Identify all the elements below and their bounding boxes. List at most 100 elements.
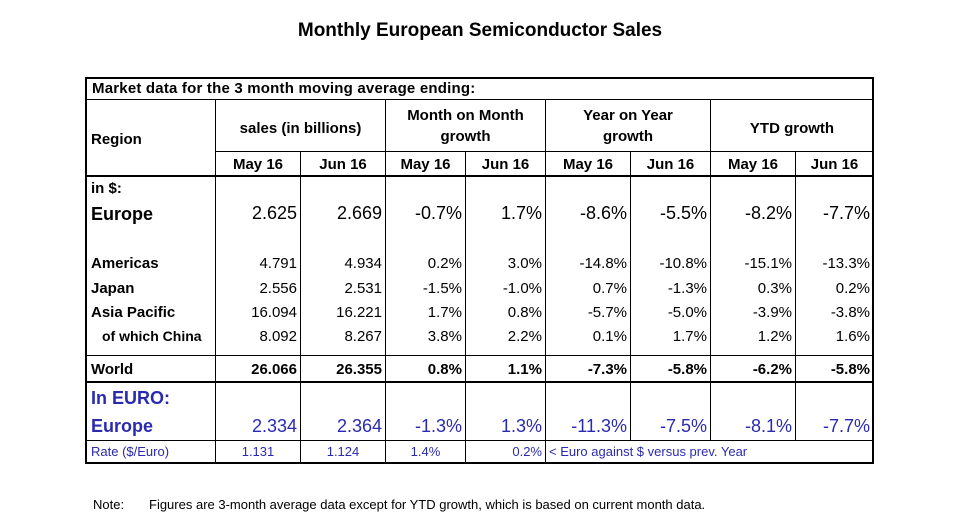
table-cell: -5.8%: [830, 361, 870, 378]
month-header: Jun 16: [481, 156, 530, 173]
col-divider: [795, 152, 796, 441]
table-cell: -13.3%: [822, 255, 870, 272]
table-cell: -5.5%: [659, 203, 707, 223]
table-cell: 8.092: [259, 328, 297, 345]
table-cell: -10.8%: [659, 255, 707, 272]
table-cell: -5.8%: [667, 361, 707, 378]
table-cell: -7.7%: [822, 416, 870, 436]
table-cell: -11.3%: [571, 416, 627, 436]
table-cell: 0.2%: [427, 255, 462, 272]
table-cell: -3.8%: [830, 304, 870, 321]
table-cell: 0.7%: [592, 280, 627, 297]
table-cell: 16.221: [336, 304, 382, 321]
ytd-header: YTD growth: [749, 120, 835, 137]
note-label: Note:: [93, 497, 125, 512]
table-cell: 4.791: [259, 255, 297, 272]
table-cell: -1.5%: [422, 280, 462, 297]
rule-above-world: [86, 355, 873, 356]
table-cell: -7.3%: [587, 361, 627, 378]
rate-comment: < Euro against $ versus prev. Year: [549, 444, 748, 459]
month-header: May 16: [400, 156, 451, 173]
table-cell: 26.355: [336, 361, 382, 378]
table-cell: 0.2%: [835, 280, 870, 297]
rule-under-market-line: [86, 99, 873, 100]
table-cell: -14.8%: [579, 255, 627, 272]
row-label-asia-pacific: Asia Pacific: [91, 304, 176, 321]
in-dollars-label: in $:: [91, 180, 122, 197]
in-euro-label: In EURO:: [91, 388, 170, 408]
table-cell: -8.2%: [744, 203, 792, 223]
table-cell: 1.4%: [410, 444, 441, 459]
table-cell: 1.7%: [672, 328, 707, 345]
page-title: Monthly European Semiconductor Sales: [297, 20, 663, 41]
table-cell: 1.6%: [835, 328, 870, 345]
mom-header: Month on Month growth: [386, 105, 545, 147]
month-header: Jun 16: [319, 156, 367, 173]
table-cell: 2.531: [344, 280, 382, 297]
table-cell: 0.1%: [592, 328, 627, 345]
table-cell: 1.7%: [500, 203, 542, 223]
table-cell: 2.625: [251, 203, 297, 223]
col-divider: [630, 152, 631, 441]
col-divider: [215, 100, 216, 463]
month-header: Jun 16: [810, 156, 859, 173]
data-table: [85, 77, 874, 464]
table-cell: -3.9%: [752, 304, 792, 321]
rule-under-world: [86, 381, 873, 383]
table-cell: -5.7%: [587, 304, 627, 321]
yoy-header-line1: Year on Year: [583, 107, 673, 124]
table-cell: 2.364: [336, 416, 382, 436]
table-cell: 0.3%: [757, 280, 792, 297]
col-divider: [710, 100, 711, 441]
table-cell: -7.5%: [659, 416, 707, 436]
row-label-europe: Europe: [91, 204, 154, 224]
sales-header: sales (in billions): [239, 120, 362, 137]
col-divider: [545, 100, 546, 463]
table-cell: -6.2%: [752, 361, 792, 378]
table-cell: 1.2%: [757, 328, 792, 345]
table-cell: -8.1%: [744, 416, 792, 436]
row-label-china: of which China: [102, 328, 202, 344]
table-cell: 8.267: [344, 328, 382, 345]
table-cell: -1.3%: [667, 280, 707, 297]
row-label-americas: Americas: [91, 255, 159, 272]
col-divider: [300, 152, 301, 463]
table-cell: 0.2%: [512, 444, 542, 459]
month-header: May 16: [232, 156, 284, 173]
table-cell: 1.131: [241, 444, 275, 459]
table-cell: 0.8%: [507, 304, 542, 321]
table-cell: -1.0%: [502, 280, 542, 297]
yoy-header: Year on Year growth: [546, 105, 710, 147]
market-data-header: Market data for the 3 month moving avera…: [92, 80, 476, 97]
month-header: Jun 16: [646, 156, 695, 173]
note-text: Figures are 3-month average data except …: [149, 497, 706, 512]
table-cell: 3.8%: [427, 328, 462, 345]
table-cell: -0.7%: [414, 203, 462, 223]
table-cell: 1.7%: [427, 304, 462, 321]
table-cell: 16.094: [251, 304, 297, 321]
table-cell: 4.934: [344, 255, 382, 272]
rate-label: Rate ($/Euro): [91, 444, 170, 459]
mom-header-line2: growth: [440, 128, 491, 145]
table-cell: -8.6%: [579, 203, 627, 223]
region-header: Region: [91, 131, 142, 148]
table-cell: -1.3%: [414, 416, 462, 436]
table-cell: 2.2%: [507, 328, 542, 345]
table-cell: 1.3%: [500, 416, 542, 436]
mom-header-line1: Month on Month: [407, 107, 524, 124]
table-cell: 26.066: [251, 361, 297, 378]
table-cell: -7.7%: [822, 203, 870, 223]
table-cell: 0.8%: [427, 361, 462, 378]
rule-under-months: [86, 175, 873, 177]
table-cell: -15.1%: [744, 255, 792, 272]
col-divider: [385, 100, 386, 463]
rule-under-group-headers: [215, 151, 873, 152]
month-header: May 16: [562, 156, 614, 173]
month-header: May 16: [727, 156, 779, 173]
table-cell: 1.124: [326, 444, 360, 459]
table-cell: 2.334: [251, 416, 297, 436]
row-label-world: World: [91, 361, 134, 378]
row-label-europe-euro: Europe: [91, 416, 154, 436]
table-cell: -5.0%: [667, 304, 707, 321]
table-cell: 2.669: [336, 203, 382, 223]
